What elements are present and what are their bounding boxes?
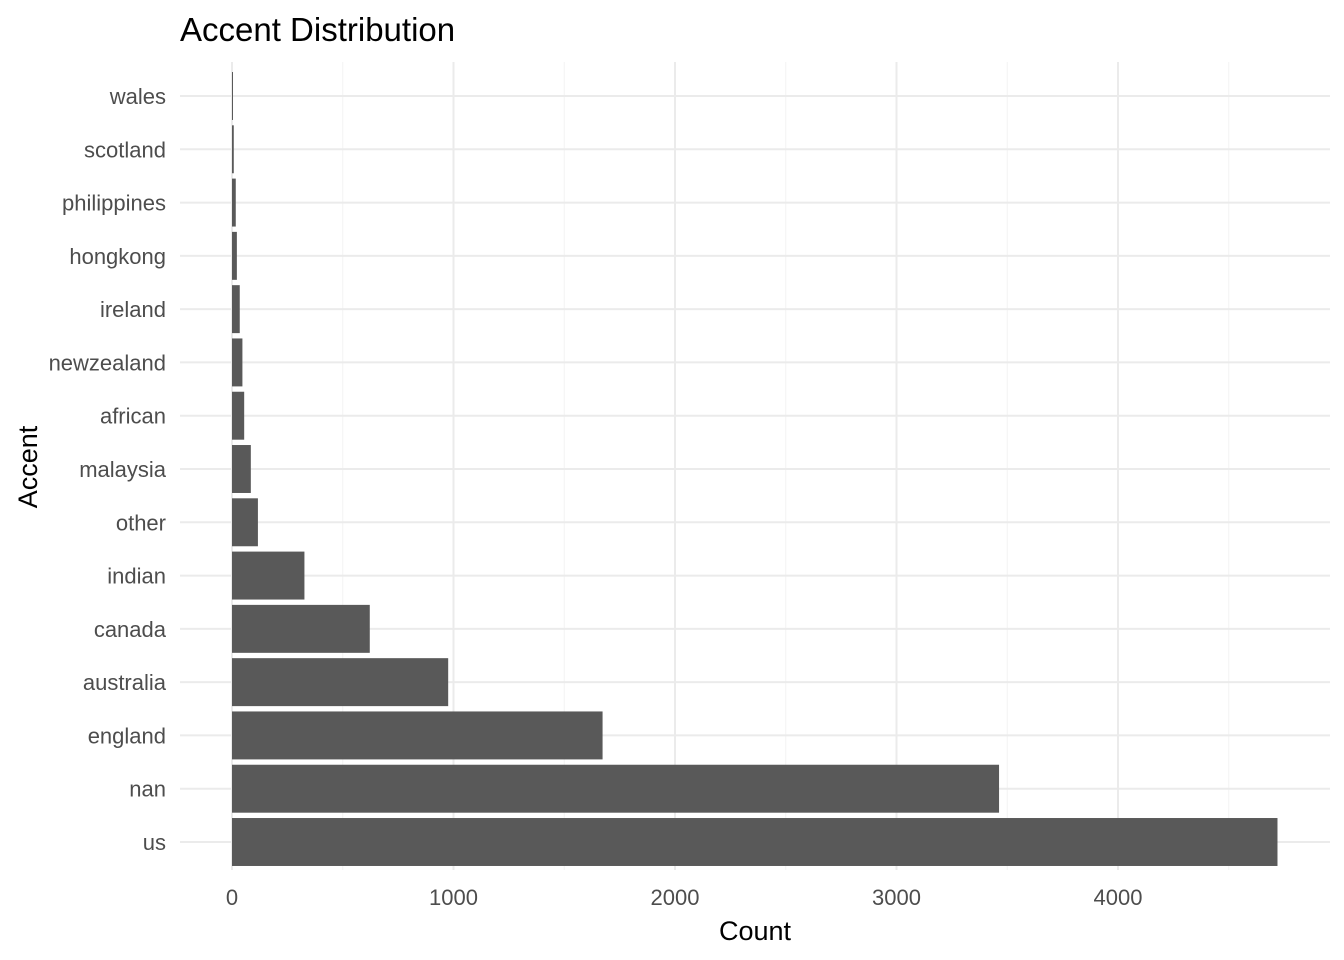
y-tick-label: us (143, 830, 166, 855)
bars (232, 72, 1278, 866)
y-tick-label: african (100, 404, 166, 429)
bar-indian (232, 551, 305, 600)
y-tick-label: scotland (84, 137, 166, 162)
y-tick-label: wales (109, 84, 166, 109)
y-tick-label: newzealand (49, 350, 166, 375)
bar-canada (232, 604, 370, 653)
y-tick-label: canada (94, 617, 167, 642)
y-tick-label: nan (129, 777, 166, 802)
bar-australia (232, 658, 449, 707)
y-tick-label: australia (83, 670, 167, 695)
bar-us (232, 818, 1278, 866)
x-tick-label: 3000 (872, 885, 921, 910)
bar-other (232, 498, 258, 547)
bar-ireland (232, 285, 240, 334)
y-tick-label: indian (107, 564, 166, 589)
x-tick-label: 2000 (651, 885, 700, 910)
bar-malaysia (232, 445, 251, 493)
bar-wales (232, 72, 233, 120)
bar-hongkong (232, 231, 237, 280)
x-tick-label: 1000 (429, 885, 478, 910)
y-tick-label: malaysia (79, 457, 167, 482)
x-axis-tick-labels: 0 1000 2000 3000 4000 (226, 885, 1143, 910)
y-tick-label: other (116, 510, 166, 535)
bar-scotland (232, 125, 234, 174)
y-tick-label: england (88, 723, 166, 748)
x-tick-label: 4000 (1094, 885, 1143, 910)
y-tick-label: ireland (100, 297, 166, 322)
y-axis-title: Accent (13, 425, 43, 508)
y-axis-tick-labels: us nan england australia canada indian other ma… (49, 84, 167, 855)
bar-newzealand (232, 338, 243, 387)
bar-nan (232, 764, 1000, 813)
x-tick-label: 0 (226, 885, 238, 910)
chart-title: Accent Distribution (180, 11, 455, 48)
y-tick-label: philippines (62, 191, 166, 216)
bar-african (232, 391, 245, 440)
y-tick-label: hongkong (69, 244, 166, 269)
x-axis-title: Count (719, 916, 792, 946)
bar-england (232, 711, 603, 760)
bar-philippines (232, 178, 236, 227)
